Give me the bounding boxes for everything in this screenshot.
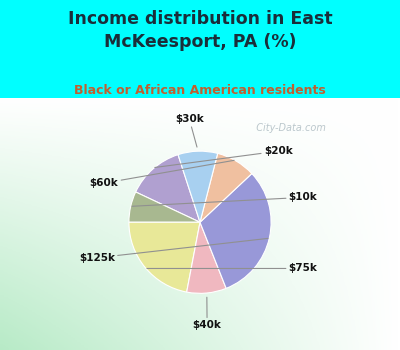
Text: $30k: $30k [175,114,204,147]
Wedge shape [136,155,200,222]
Wedge shape [129,192,200,222]
Text: $10k: $10k [132,193,318,206]
Wedge shape [178,151,218,222]
Text: $60k: $60k [90,160,234,188]
Wedge shape [187,222,226,293]
Text: $20k: $20k [155,146,292,168]
Text: $125k: $125k [79,238,268,263]
Text: Income distribution in East
McKeesport, PA (%): Income distribution in East McKeesport, … [68,10,332,51]
Text: City-Data.com: City-Data.com [250,123,326,133]
Text: Black or African American residents: Black or African American residents [74,84,326,97]
Text: $75k: $75k [147,264,318,273]
Wedge shape [200,153,252,222]
Wedge shape [129,222,200,292]
Wedge shape [200,174,271,288]
Text: $40k: $40k [193,297,222,330]
